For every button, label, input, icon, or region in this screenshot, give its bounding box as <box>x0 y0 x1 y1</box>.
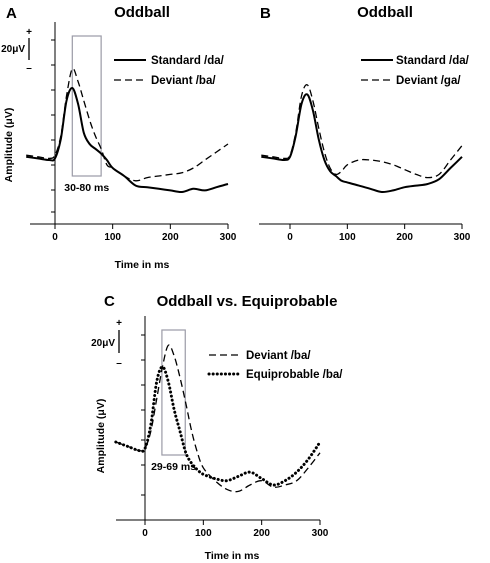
panel-c-legend-deviant: Deviant /ba/ <box>246 350 311 362</box>
panel-c-window-label: 29-69 ms <box>151 461 196 473</box>
panel-c: C Oddball vs. Equiprobable + 20μV – Ampl… <box>91 293 343 562</box>
panel-c-scale-plus: + <box>116 318 122 329</box>
panel-c-x-tick-label: 100 <box>195 528 212 539</box>
panel-c-window-box <box>161 329 186 456</box>
panel-a-letter: A <box>6 5 17 22</box>
panel-c-scale-label: 20μV <box>91 338 115 349</box>
panel-a: A Oddball + 20μV – Amplitude (μV) 0 100 20… <box>1 4 237 243</box>
panel-b-x-tick-label: 300 <box>454 232 471 243</box>
panel-a-x-tick-label: 200 <box>162 232 179 243</box>
panel-b-title: Oddball <box>357 4 413 21</box>
panel-a-x-ticks: 0 100 200 300 <box>52 224 237 243</box>
panel-b-legend-standard: Standard /da/ <box>396 55 470 67</box>
panel-c-x-tick-label: 200 <box>253 528 270 539</box>
panel-b-legend-deviant: Deviant /ga/ <box>396 75 461 87</box>
panel-b-legend: Standard /da/ Deviant /ga/ <box>361 55 470 87</box>
panel-c-scale-minus: – <box>116 358 122 369</box>
panel-c-legend: Deviant /ba/ Equiprobable /ba/ <box>207 350 343 381</box>
panel-a-legend-deviant: Deviant /ba/ <box>151 75 216 87</box>
panel-c-xlabel: Time in ms <box>205 550 260 562</box>
panels-ab-xlabel: Time in ms <box>115 259 170 271</box>
panel-c-x-tick-label: 0 <box>142 528 148 539</box>
panel-a-ylabel: Amplitude (μV) <box>3 108 15 183</box>
panel-a-x-tick-label: 0 <box>52 232 58 243</box>
panel-c-legend-equiprobable: Equiprobable /ba/ <box>246 369 343 381</box>
panel-b-series <box>261 84 463 194</box>
panel-b-series-dashed <box>261 84 463 179</box>
panel-a-x-tick-label: 100 <box>104 232 121 243</box>
panel-c-series-dotted <box>114 365 322 487</box>
panel-a-legend: Standard /da/ Deviant /ba/ <box>114 55 225 87</box>
panel-a-scale-label: 20μV <box>1 44 25 55</box>
panel-b-x-tick-label: 100 <box>339 232 356 243</box>
panel-b-x-tick-label: 200 <box>396 232 413 243</box>
panel-a-y-ticks <box>51 39 55 213</box>
panel-b-letter: B <box>260 5 271 22</box>
panel-c-letter: C <box>104 293 115 310</box>
panel-a-scale-plus: + <box>26 27 32 38</box>
panel-c-series <box>114 344 322 493</box>
panel-a-legend-standard: Standard /da/ <box>151 55 225 67</box>
panel-a-window-label: 30-80 ms <box>64 182 109 194</box>
panel-c-series-dashed <box>115 344 321 493</box>
panel-c-x-tick-label: 300 <box>312 528 329 539</box>
panel-a-series-solid <box>26 87 229 194</box>
panel-a-x-tick-label: 300 <box>220 232 237 243</box>
panel-c-ylabel: Amplitude (μV) <box>95 399 107 474</box>
panel-a-title: Oddball <box>114 4 170 21</box>
panel-c-x-ticks: 0 100 200 300 <box>142 520 329 539</box>
panel-a-window-box <box>71 35 102 177</box>
panel-b: B Oddball 0 100 200 300 Standard /da/ Devia… <box>259 4 471 243</box>
panel-b-x-ticks: 0 100 200 300 <box>287 224 471 243</box>
panel-a-series-dashed <box>26 67 229 182</box>
panel-c-y-ticks <box>141 334 145 496</box>
panel-b-x-tick-label: 0 <box>287 232 293 243</box>
panel-c-title: Oddball vs. Equiprobable <box>157 293 338 310</box>
panel-a-series <box>26 67 229 194</box>
panel-a-scale-minus: – <box>26 63 32 74</box>
